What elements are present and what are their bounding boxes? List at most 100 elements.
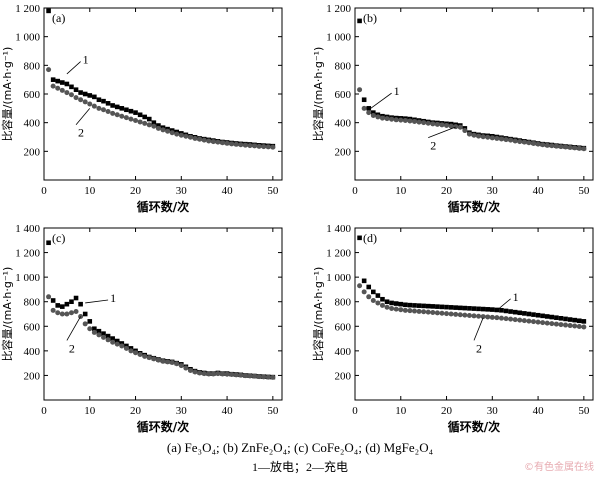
data-point-series-2 (393, 306, 399, 312)
data-point-series-2 (206, 371, 212, 377)
data-point-series-1 (114, 338, 120, 344)
data-point-series-1 (371, 289, 376, 295)
data-point-series-2 (544, 320, 550, 326)
x-tick-label: 0 (41, 405, 47, 417)
data-point-series-1 (480, 306, 486, 312)
data-point-series-2 (119, 343, 125, 349)
y-tick-label: 800 (24, 297, 41, 309)
data-point-series-2 (457, 124, 463, 130)
x-tick-label: 40 (222, 405, 234, 417)
data-point-series-1 (572, 317, 577, 323)
x-tick-label: 20 (441, 185, 453, 197)
data-point-series-1 (73, 87, 79, 92)
data-point-series-1 (526, 311, 532, 317)
data-point-series-2 (375, 114, 381, 120)
data-point-series-2 (375, 300, 381, 306)
data-point-series-2 (73, 95, 79, 101)
data-point-series-1 (384, 299, 390, 305)
data-point-series-2 (252, 373, 258, 379)
data-point-series-1 (124, 107, 129, 113)
series-label-2: 2 (78, 126, 84, 140)
data-point-series-1 (544, 314, 550, 319)
data-point-series-2 (407, 308, 413, 314)
data-point-series-1 (73, 295, 79, 301)
data-point-series-1 (412, 303, 417, 308)
data-point-series-1 (50, 77, 56, 82)
y-tick-label: 1 000 (15, 272, 40, 284)
data-point-series-1 (476, 306, 481, 312)
data-point-series-2 (508, 316, 514, 322)
data-point-series-2 (567, 144, 573, 150)
data-point-series-1 (69, 299, 74, 305)
data-point-series-2 (229, 141, 235, 147)
data-point-series-1 (421, 303, 426, 309)
x-axis-title: 循环数/次 (137, 419, 189, 434)
data-point-series-2 (105, 108, 111, 114)
y-tick-label: 1 000 (326, 32, 351, 44)
data-point-series-1 (462, 305, 468, 311)
series-label-1: 1 (110, 291, 116, 305)
x-tick-label: 50 (267, 405, 279, 417)
y-tick-label: 800 (335, 297, 352, 309)
data-point-series-1 (563, 316, 568, 322)
data-point-series-2 (96, 105, 102, 111)
data-point-series-2 (87, 326, 93, 332)
chart-panel-1: 0 10 20 30 40 50 200 400 600 800 1 000 1 200 循环数/次 比容… (0, 3, 283, 214)
data-point-series-1 (444, 304, 449, 310)
plot-frame (43, 227, 283, 401)
data-point-series-2 (247, 373, 253, 379)
x-tick-label: 40 (533, 405, 545, 417)
y-tick-label: 800 (335, 60, 352, 72)
data-point-series-2 (444, 311, 450, 317)
data-point-series-2 (370, 113, 376, 118)
data-point-series-2 (78, 97, 84, 103)
data-point-series-2 (261, 144, 267, 150)
data-point-series-2 (183, 133, 189, 139)
data-point-series-2 (183, 365, 189, 371)
data-point-series-2 (412, 119, 417, 125)
data-point-series-1 (366, 284, 372, 290)
data-point-series-1 (581, 319, 587, 324)
data-point-series-1 (92, 326, 97, 332)
series-label-2: 2 (69, 341, 75, 355)
data-point-series-1 (416, 303, 422, 308)
data-point-series-2 (146, 355, 152, 361)
data-point-series-2 (160, 127, 166, 133)
y-tick-label: 600 (335, 89, 352, 101)
data-point-series-1 (499, 308, 504, 313)
series-leader-line (66, 61, 81, 75)
data-point-series-2 (553, 321, 559, 327)
data-point-series-1 (96, 328, 102, 334)
data-point-series-1 (142, 114, 147, 120)
data-point-series-2 (151, 356, 157, 362)
data-point-series-2 (197, 370, 203, 376)
y-axis-title: 比容量/(mA·h·g⁻¹) (0, 267, 14, 362)
data-point-series-2 (238, 372, 244, 378)
chart-panel-4: 0 10 20 30 40 50 200 400 600 800 1 000 1 200 1 400 循环… (311, 223, 594, 434)
data-point-series-2 (55, 310, 61, 316)
y-tick-label: 200 (335, 146, 352, 158)
data-point-series-1 (105, 101, 111, 106)
data-point-series-2 (101, 334, 106, 340)
data-point-series-2 (265, 144, 271, 150)
data-point-series-2 (393, 117, 399, 123)
data-point-series-2 (151, 123, 157, 129)
data-point-series-1 (508, 309, 513, 314)
data-point-series-2 (531, 140, 536, 146)
y-tick-label: 400 (335, 346, 352, 358)
data-point-series-2 (82, 321, 88, 327)
data-point-series-1 (398, 301, 404, 307)
data-point-series-2 (128, 348, 134, 354)
data-point-series-2 (361, 105, 367, 111)
data-point-series-2 (233, 141, 239, 147)
data-point-series-2 (567, 323, 573, 329)
data-point-series-2 (540, 142, 546, 148)
data-point-series-1 (105, 333, 111, 339)
data-point-series-1 (407, 302, 413, 308)
data-point-series-1 (101, 331, 106, 336)
data-point-series-2 (229, 371, 235, 377)
data-point-series-2 (155, 357, 161, 363)
data-point-series-2 (224, 140, 230, 146)
data-point-series-2 (178, 363, 184, 369)
